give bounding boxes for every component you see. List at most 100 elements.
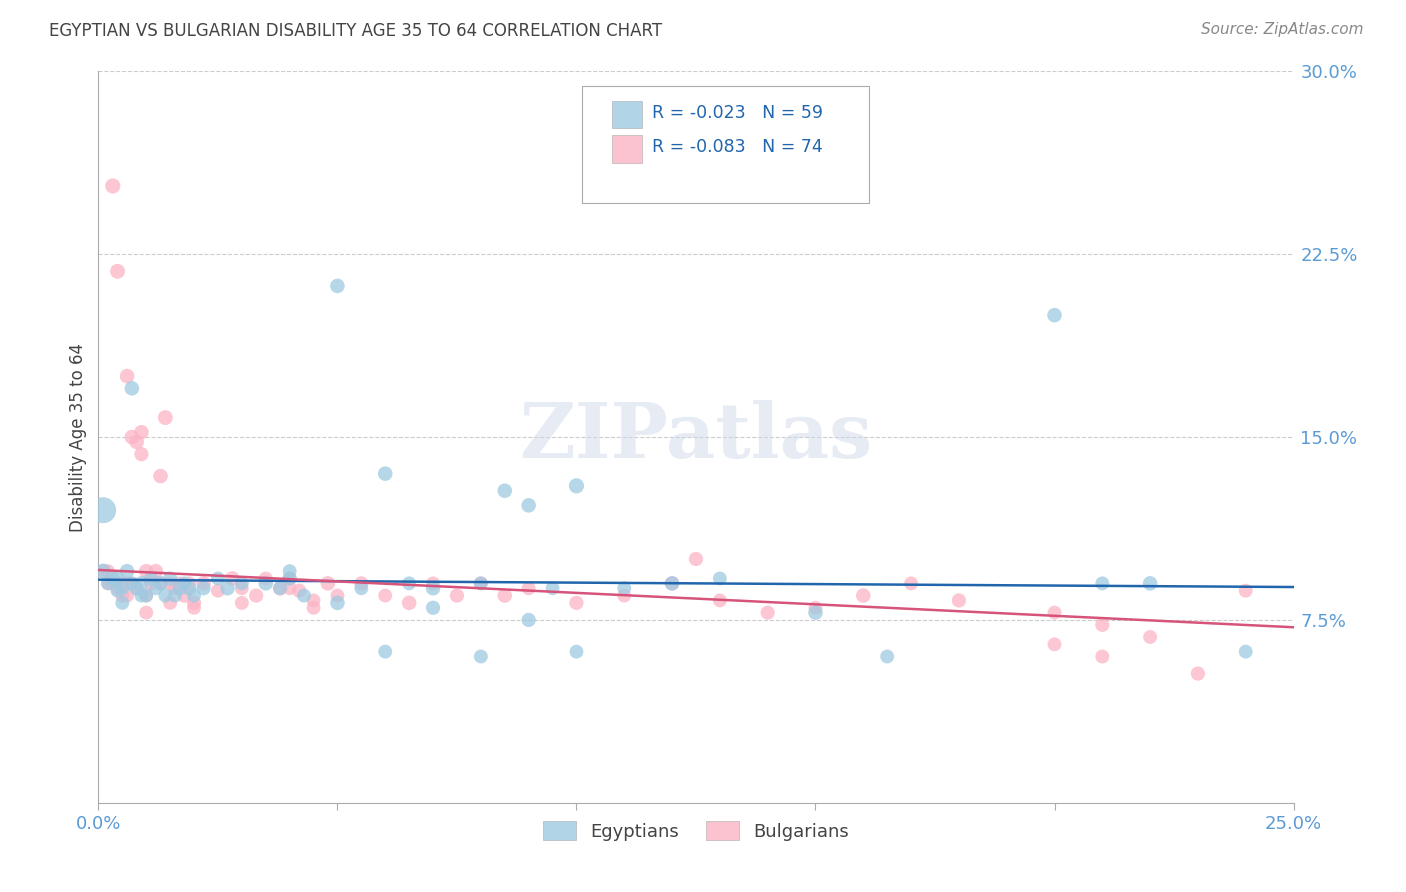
Point (269, 581, 291, 595)
Point (709, 572, 731, 586)
Point (183, 596, 205, 610)
Point (131, 447, 153, 461)
Point (1187, 666, 1209, 681)
Point (107, 581, 129, 595)
Point (326, 589, 349, 603)
Point (107, 572, 129, 586)
Point (101, 178, 124, 193)
Point (350, 576, 373, 591)
Point (149, 469, 172, 483)
Point (288, 583, 311, 598)
Point (245, 589, 267, 603)
Point (163, 581, 186, 595)
Point (1139, 576, 1161, 591)
Bar (613, 101, 643, 128)
Point (149, 576, 172, 591)
Point (125, 581, 148, 595)
Point (115, 589, 138, 603)
Point (207, 583, 229, 598)
Point (121, 381, 143, 395)
Point (155, 410, 177, 425)
Text: R = -0.023   N = 59: R = -0.023 N = 59 (652, 104, 823, 122)
Point (565, 645, 588, 659)
Point (169, 576, 191, 591)
Point (1091, 617, 1114, 632)
Point (107, 583, 129, 598)
Point (302, 600, 325, 615)
Point (231, 576, 253, 591)
Point (278, 564, 301, 578)
Point (254, 572, 277, 586)
Point (326, 596, 349, 610)
Point (685, 552, 707, 566)
Point (179, 576, 201, 591)
Point (115, 369, 138, 384)
Point (193, 576, 215, 591)
Point (709, 593, 731, 607)
Point (139, 576, 162, 591)
Point (517, 499, 540, 513)
Point (111, 581, 134, 595)
Point (565, 596, 588, 610)
Point (97, 576, 120, 591)
Point (173, 576, 195, 591)
Point (1043, 637, 1066, 651)
Point (183, 600, 205, 615)
Point (1043, 308, 1066, 322)
Text: ZIPatlas: ZIPatlas (519, 401, 873, 474)
Point (159, 596, 181, 610)
Point (125, 581, 148, 595)
Point (97, 576, 120, 591)
Point (91, 564, 114, 578)
Point (1234, 583, 1257, 598)
Point (517, 613, 540, 627)
Point (121, 430, 143, 444)
Point (269, 581, 291, 595)
Point (422, 600, 444, 615)
Point (145, 564, 167, 578)
Point (169, 581, 191, 595)
Point (111, 589, 134, 603)
Point (231, 581, 253, 595)
Point (155, 589, 177, 603)
Point (470, 649, 492, 664)
Point (107, 264, 129, 278)
Text: Source: ZipAtlas.com: Source: ZipAtlas.com (1201, 22, 1364, 37)
Bar (613, 135, 643, 163)
Point (398, 576, 420, 591)
Point (131, 576, 153, 591)
Point (91, 503, 114, 517)
Point (159, 576, 181, 591)
Point (115, 564, 138, 578)
Point (613, 589, 636, 603)
Point (494, 589, 516, 603)
Point (145, 581, 167, 595)
Point (91, 564, 114, 578)
Point (135, 589, 157, 603)
Point (121, 576, 143, 591)
Point (292, 589, 315, 603)
Point (221, 572, 243, 586)
Point (278, 572, 301, 586)
Point (470, 576, 492, 591)
Point (756, 606, 779, 620)
Point (101, 576, 124, 591)
Legend: Egyptians, Bulgarians: Egyptians, Bulgarians (536, 814, 856, 848)
Point (302, 593, 325, 607)
Point (111, 596, 134, 610)
Point (422, 576, 444, 591)
Point (804, 600, 827, 615)
Point (494, 483, 516, 498)
Point (422, 581, 444, 595)
Point (852, 589, 875, 603)
Point (1234, 645, 1257, 659)
Point (97, 564, 120, 578)
Text: EGYPTIAN VS BULGARIAN DISABILITY AGE 35 TO 64 CORRELATION CHART: EGYPTIAN VS BULGARIAN DISABILITY AGE 35 … (49, 22, 662, 40)
Point (173, 589, 195, 603)
Point (876, 649, 898, 664)
Point (207, 572, 229, 586)
Point (374, 467, 396, 481)
Point (350, 581, 373, 595)
Point (278, 572, 301, 586)
Point (470, 576, 492, 591)
